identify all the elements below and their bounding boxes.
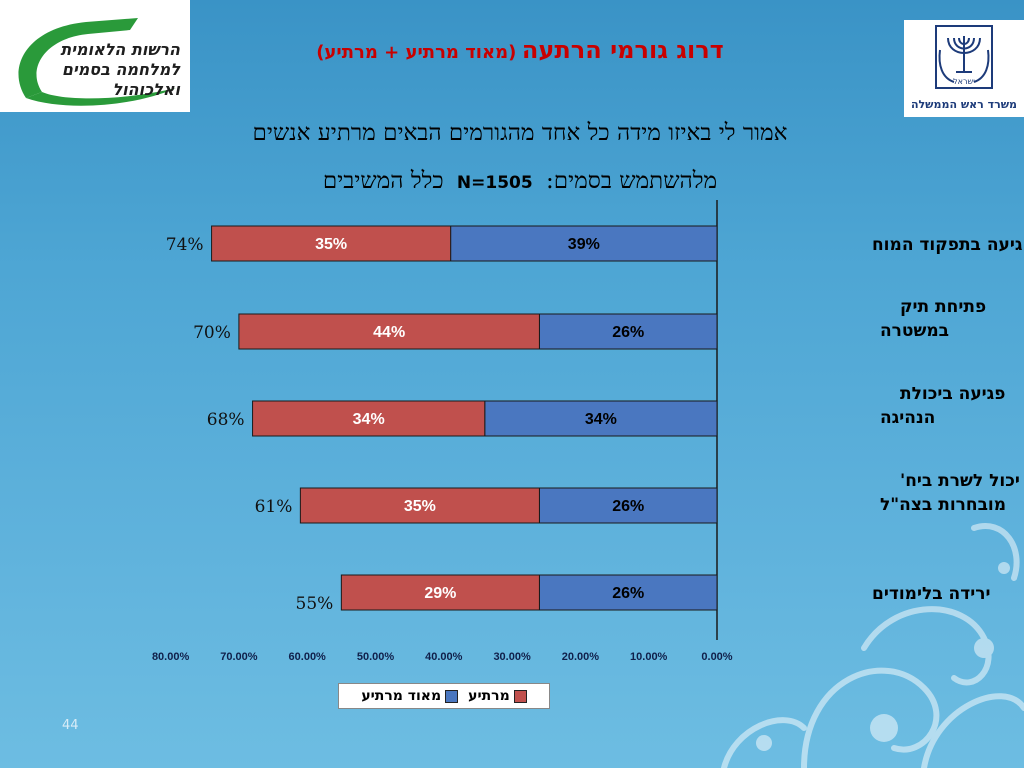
x-tick-label: 0.00%	[701, 651, 732, 663]
category-label: מובחרות בצה"ל	[880, 495, 1006, 515]
category-label: לא יכול לשרת ביח'	[900, 471, 1024, 491]
bar-deterring	[252, 400, 486, 437]
x-tick-label: 10.00%	[630, 651, 668, 663]
bar-deterring	[299, 487, 540, 524]
title-sub: (מאוד מרתיע + מרתיע)	[316, 42, 517, 63]
emblem-text: ישראל	[953, 77, 975, 86]
question-line-2: מלהשתמש בסמים: N=1505 כלל המשיבים	[150, 168, 890, 194]
data-label-deterring: 29%	[424, 585, 456, 602]
bar-very-deterring	[484, 400, 718, 437]
x-tick-label: 30.00%	[493, 651, 531, 663]
category-label: ירידה בלימודים	[872, 584, 990, 604]
total-label: 70%	[193, 323, 231, 343]
x-tick-label: 40.00%	[425, 651, 463, 663]
bar-very-deterring	[538, 574, 718, 611]
bar-deterring	[340, 574, 540, 611]
category-label: הנהיגה	[880, 408, 935, 428]
question-line-1: אמור לי באיזו מידה כל אחד מהגורמים הבאים…	[252, 120, 788, 146]
bar-very-deterring	[538, 487, 718, 524]
page-number: 44	[62, 718, 79, 733]
x-tick-label: 70.00%	[220, 651, 258, 663]
logo-line-1: הרשות הלאומית	[60, 40, 180, 59]
total-label: 55%	[296, 594, 334, 614]
data-label-deterring: 44%	[373, 324, 405, 341]
category-label: במשטרה	[880, 321, 949, 341]
data-label-very-deterring: 26%	[612, 585, 644, 602]
total-label: 74%	[166, 235, 204, 255]
chart-legend: מרתיע מאוד מרתיע	[338, 683, 550, 709]
total-label: 68%	[207, 410, 245, 430]
total-label: 61%	[255, 497, 293, 517]
slide-title: דרוג גורמי הרתעה (מאוד מרתיע + מרתיע)	[200, 36, 840, 64]
swoosh-logo-icon	[18, 18, 176, 106]
legend-label-very-deterring: מאוד מרתיע	[361, 688, 442, 704]
anti-drug-authority-logo: הרשות הלאומית למלחמה בסמים ואלכוהול	[0, 0, 190, 112]
data-label-very-deterring: 26%	[612, 324, 644, 341]
legend-item-deterring: מרתיע	[468, 688, 527, 704]
respondents-label: כלל המשיבים	[322, 168, 444, 194]
x-tick-label: 50.00%	[357, 651, 395, 663]
logo-line-3: ואלכוהול	[112, 80, 180, 99]
title-main: דרוג גורמי הרתעה	[521, 36, 724, 64]
bar-very-deterring	[450, 225, 718, 262]
data-label-very-deterring: 39%	[568, 236, 600, 253]
data-label-very-deterring: 26%	[612, 498, 644, 515]
legend-label-deterring: מרתיע	[468, 688, 510, 704]
x-tick-label: 80.00%	[152, 651, 190, 663]
category-label: פגיעה ביכולת	[900, 384, 1005, 404]
x-tick-label: 20.00%	[562, 651, 600, 663]
legend-swatch-very-deterring	[445, 689, 459, 703]
question-line-2-text: מלהשתמש בסמים:	[546, 168, 718, 194]
prime-minister-office-logo: ישראל משרד ראש הממשלה	[904, 20, 1024, 117]
category-label: פתיחת תיק	[900, 297, 986, 317]
prime-minister-office-caption: משרד ראש הממשלה	[910, 98, 1018, 111]
data-label-very-deterring: 34%	[585, 411, 617, 428]
x-tick-label: 60.00%	[289, 651, 327, 663]
bar-very-deterring	[538, 313, 718, 350]
bar-deterring	[238, 313, 540, 350]
data-label-deterring: 35%	[404, 498, 436, 515]
menorah-emblem-icon: ישראל	[935, 25, 993, 89]
sample-size: N=1505	[456, 173, 533, 193]
logo-line-2: למלחמה בסמים	[61, 60, 180, 79]
bar-deterring	[211, 225, 452, 262]
category-label: פגיעה בתפקוד המוח	[872, 235, 1024, 255]
data-label-deterring: 34%	[353, 411, 385, 428]
legend-swatch-deterring	[513, 689, 527, 703]
legend-item-very-deterring: מאוד מרתיע	[361, 688, 459, 704]
data-label-deterring: 35%	[315, 236, 347, 253]
